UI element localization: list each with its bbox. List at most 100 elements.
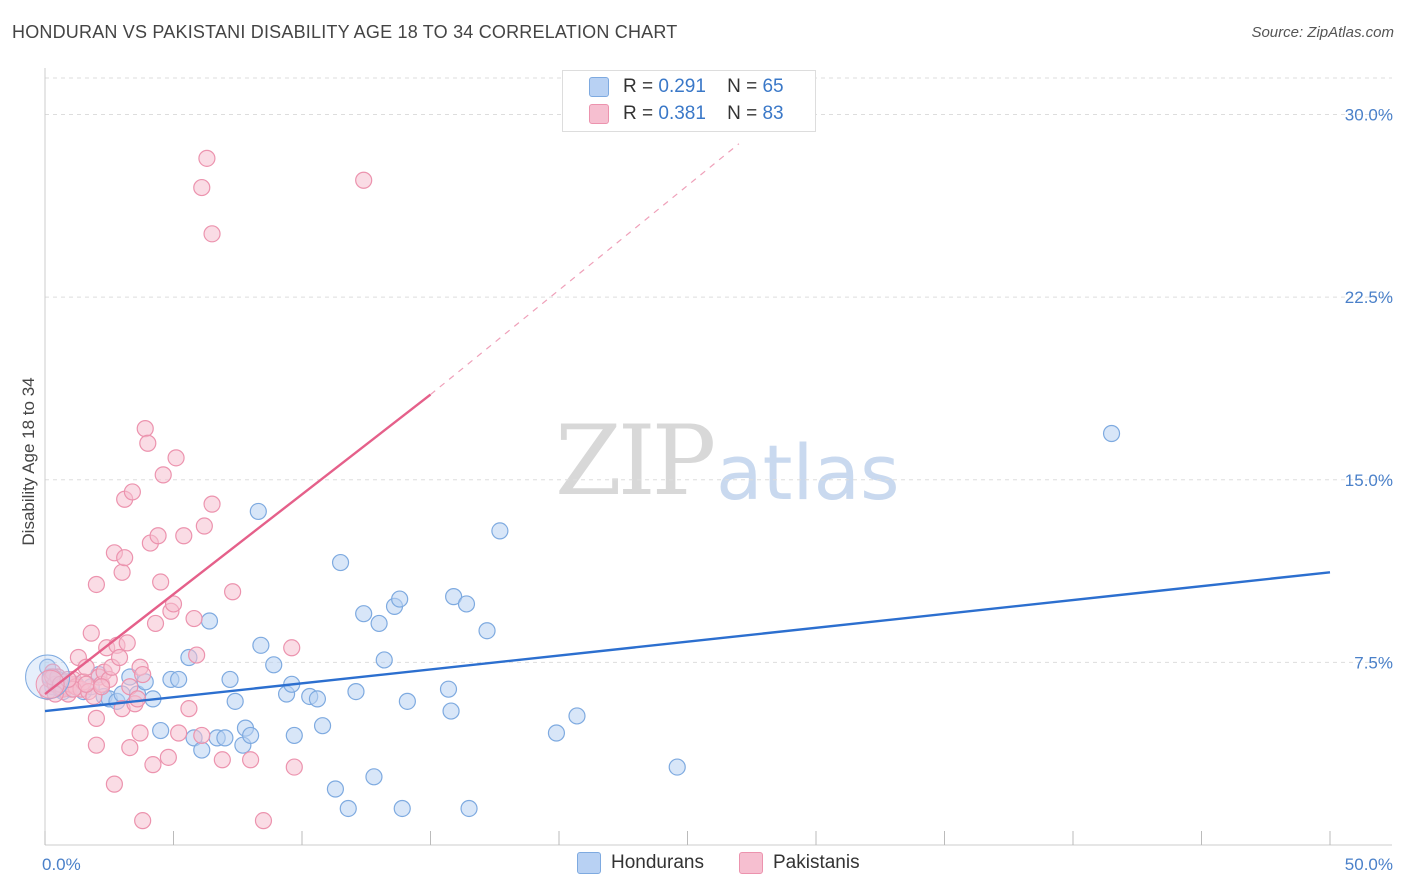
pakistani-point (254, 812, 273, 830)
y-axis-label: Disability Age 18 to 34 (19, 377, 38, 545)
honduran-point (547, 724, 566, 742)
pakistani-point (175, 527, 193, 545)
legend-n-label: N = (727, 103, 758, 124)
pakistani-point (144, 756, 162, 774)
pakistani-point (121, 739, 139, 757)
honduran-point (221, 670, 239, 689)
legend-label-pakistanis: Pakistanis (773, 852, 860, 873)
pakistani-point (121, 678, 139, 696)
pakistani-point (116, 549, 134, 567)
chart-title: HONDURAN VS PAKISTANI DISABILITY AGE 18 … (12, 22, 678, 42)
honduran-point (478, 622, 496, 640)
pink-swatch (589, 104, 609, 124)
pakistani-point (110, 648, 129, 667)
honduran-point (398, 692, 416, 710)
pakistani-point (149, 527, 167, 545)
pakistani-point (134, 812, 152, 830)
pakistani-point (203, 225, 221, 243)
honduran-point (365, 768, 383, 786)
y-tick-label: 22.5% (1345, 288, 1393, 307)
pakistani-point (87, 736, 106, 754)
pakistani-point (285, 758, 303, 776)
honduran-point (391, 590, 409, 608)
honduran-point (355, 605, 373, 623)
pakistani-point (82, 624, 100, 642)
pakistani-point (180, 700, 198, 718)
legend-n-value: 83 (762, 103, 784, 124)
pakistani-point (193, 726, 211, 745)
pakistani-point (198, 149, 216, 167)
pakistani-point (152, 573, 170, 591)
pakistani-point (195, 517, 213, 535)
legend-r-value: 0.381 (658, 103, 706, 124)
pakistani-point (92, 678, 111, 696)
pakistani-point (118, 634, 136, 652)
pakistani-point (128, 690, 147, 708)
honduran-point (491, 522, 509, 540)
y-tick-label: 30.0% (1345, 106, 1393, 125)
honduran-point (457, 595, 476, 613)
honduran-point (331, 553, 350, 572)
honduran-point (252, 636, 270, 654)
pakistani-point (170, 724, 188, 742)
honduran-point (442, 702, 460, 720)
honduran-point (370, 614, 388, 633)
legend-n-label: N = (727, 76, 758, 97)
y-tick-label: 7.5% (1354, 653, 1393, 672)
pakistani-point (105, 775, 123, 793)
legend-r-label: R = (623, 76, 654, 97)
legend-n-value: 65 (762, 76, 784, 97)
pakistani-trend-extension (430, 143, 740, 396)
pakistani-point (283, 639, 301, 657)
blue-swatch (589, 77, 609, 97)
x-tick-label: 0.0% (42, 855, 81, 874)
legend-label-hondurans: Hondurans (611, 852, 704, 873)
pakistani-point (203, 495, 221, 513)
honduran-point (226, 692, 244, 710)
honduran-point (193, 741, 211, 759)
honduran-point (439, 680, 458, 698)
pakistani-point (164, 595, 183, 613)
watermark-zip: ZIP (555, 405, 716, 517)
pakistani-point (131, 724, 149, 742)
honduran-point (668, 758, 686, 776)
pakistani-point (77, 675, 95, 693)
pakistani-point (146, 614, 165, 633)
y-tick-label: 15.0% (1345, 471, 1393, 490)
legend-r-label: R = (623, 103, 654, 124)
pakistani-point (154, 466, 172, 484)
honduran-point (249, 502, 267, 521)
honduran-point (216, 729, 234, 747)
pakistani-point (123, 483, 141, 501)
honduran-point (265, 656, 283, 674)
x-tick-label: 50.0% (1345, 855, 1393, 874)
legend-r-value: 0.291 (658, 76, 706, 97)
legend-row-pakistanis: R = 0.381 N = 83 (589, 102, 784, 126)
legend-item-hondurans[interactable]: Hondurans (577, 852, 704, 874)
pakistani-point (134, 665, 152, 684)
honduran-point (460, 799, 478, 818)
honduran-point (152, 721, 170, 740)
honduran-point (313, 717, 332, 735)
pakistani-point (139, 434, 157, 452)
hondurans-swatch (577, 852, 601, 874)
honduran-point (308, 690, 327, 708)
honduran-point (1102, 424, 1121, 443)
legend-item-pakistanis[interactable]: Pakistanis (739, 852, 860, 874)
pakistani-point (188, 646, 206, 664)
honduran-point (285, 726, 303, 745)
pakistani-point (355, 171, 373, 189)
pakistani-point (193, 178, 211, 197)
pakistani-point (213, 751, 231, 769)
stats-legend: R = 0.291 N = 65 R = 0.381 N = 83 (562, 70, 816, 132)
pakistani-point (113, 563, 131, 581)
honduran-point (170, 670, 188, 689)
pakistani-point (136, 420, 154, 438)
pakistani-cluster-point (35, 669, 65, 699)
source-label: Source: ZipAtlas.com (1251, 24, 1394, 41)
pakistani-point (185, 609, 203, 628)
pakistani-point (87, 575, 106, 594)
pakistanis-swatch (739, 852, 763, 874)
honduran-point (242, 726, 260, 745)
